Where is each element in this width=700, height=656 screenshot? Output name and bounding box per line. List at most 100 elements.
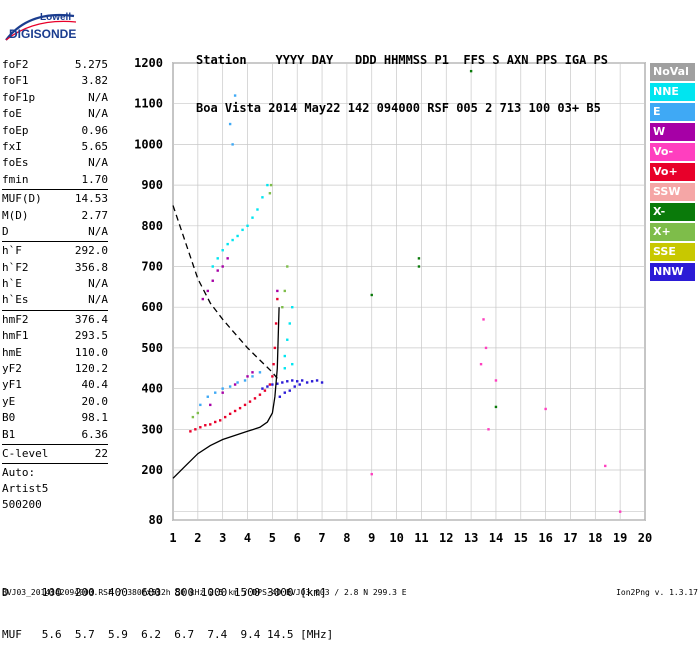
legend-item: SSE xyxy=(650,242,695,262)
val-ddd: 142 xyxy=(347,101,370,115)
param-name: foF2 xyxy=(2,58,29,71)
data-point xyxy=(544,407,547,411)
data-point xyxy=(286,380,289,383)
param-row-clevel: C-level 22 xyxy=(2,446,108,462)
param-row: yE 20.0 xyxy=(2,394,108,410)
scaled-parameters-panel: foF2 5.275 foF1 3.82 foF1p N/A foE N/A foEp 0.96 f… xyxy=(2,57,108,513)
param-row: hmF1 293.5 xyxy=(2,328,108,344)
data-point xyxy=(261,387,264,390)
param-name: yF1 xyxy=(2,378,22,392)
data-point xyxy=(276,382,279,385)
header-labels: Station YYYY DAY DDD HHMMSS P1 FFS S AXN… xyxy=(196,52,608,68)
polarization-legend: NoVal NNE E W Vo- Vo+ SSW X- X+ SSE NNW xyxy=(650,63,695,283)
data-point xyxy=(253,397,257,400)
header-values: Boa Vista 2014 May22 142 094000 RSF 005 … xyxy=(196,100,608,116)
muf-f-cell: 7.4 xyxy=(207,628,228,641)
param-name: h`E xyxy=(2,277,22,291)
muf-d-cell: 3000 xyxy=(267,586,294,599)
y-tick-label: 1200 xyxy=(134,56,163,70)
data-point xyxy=(288,322,291,325)
legend-item: Vo+ xyxy=(650,162,695,182)
x-tick-label: 13 xyxy=(464,531,478,545)
muf-d-cell: 1000 xyxy=(200,586,228,599)
param-row: foF1p N/A xyxy=(2,90,108,106)
hdr-yyyyday: YYYY DAY xyxy=(275,53,334,67)
y-tick-label: 1100 xyxy=(134,97,163,111)
y-tick-label: 400 xyxy=(141,382,163,396)
data-point xyxy=(320,381,324,384)
data-point xyxy=(216,257,219,260)
param-name: foEs xyxy=(2,156,29,170)
muf-f-cell: 9.4 xyxy=(240,628,261,641)
y-tick-label: 200 xyxy=(141,463,163,477)
param-value: 120.2 xyxy=(74,362,108,376)
hdr-ps: PS xyxy=(593,53,608,67)
data-point xyxy=(286,338,289,341)
data-point xyxy=(271,375,274,378)
data-point xyxy=(226,242,229,246)
y-tick-label: 1000 xyxy=(134,137,163,151)
data-point xyxy=(211,279,214,282)
logo-line1: Lowell xyxy=(40,12,72,23)
data-point xyxy=(214,391,217,394)
data-point xyxy=(484,346,488,350)
x-tick-label: 5 xyxy=(269,531,276,545)
param-row: B0 98.1 xyxy=(2,410,108,426)
param-value: 14.53 xyxy=(74,192,108,206)
x-tick-label: 10 xyxy=(389,531,403,545)
muf-unit-mhz: [MHz] xyxy=(300,628,334,641)
data-point xyxy=(283,391,286,394)
muf-d-cell: 100 xyxy=(41,586,62,599)
data-point xyxy=(291,379,294,382)
val-ffs: 005 xyxy=(456,101,478,115)
legend-item: NoVal xyxy=(650,63,695,82)
lowell-digisonde-logo: Lowell DIGISONDE xyxy=(4,10,79,48)
param-divider xyxy=(2,463,108,465)
data-point xyxy=(258,371,262,374)
param-value: N/A xyxy=(88,293,108,307)
data-point xyxy=(228,122,232,126)
x-tick-label: 14 xyxy=(489,531,503,545)
data-point xyxy=(236,234,239,238)
ionogram-chart: 1 2 3 4 5 6 7 8 9 10 11 12 13 14 15 16 17 18 19 20802003004… xyxy=(134,56,652,545)
legend-item: NNW xyxy=(650,262,695,282)
data-point xyxy=(214,420,217,424)
hdr-axn: AXN xyxy=(506,53,529,67)
data-point xyxy=(216,269,219,272)
param-row: foEp 0.96 xyxy=(2,123,108,139)
param-name: h`F xyxy=(2,244,22,258)
data-point xyxy=(417,257,421,260)
data-point xyxy=(618,510,622,513)
val-axn: 713 xyxy=(499,101,522,115)
param-name: fxI xyxy=(2,139,22,153)
val-station: Boa Vista xyxy=(196,101,262,115)
muf-d-cell: 800 xyxy=(174,586,195,599)
file-info-footer: BVJ03_2014142094000.RSF / 380fx512h 50 k… xyxy=(2,588,698,597)
param-row: foEs N/A xyxy=(2,155,108,171)
param-name: fmin xyxy=(2,172,29,186)
data-point xyxy=(251,371,254,374)
data-point xyxy=(251,375,254,378)
data-point xyxy=(201,297,205,301)
data-point xyxy=(266,183,269,187)
param-name: yE xyxy=(2,394,16,408)
param-name: h`F2 xyxy=(2,260,29,274)
data-point xyxy=(469,69,473,73)
param-row: B1 6.36 xyxy=(2,427,108,443)
param-name: MUF(D) xyxy=(2,192,42,206)
param-divider xyxy=(2,443,108,445)
legend-item: Vo- xyxy=(650,142,695,162)
x-tick-label: 12 xyxy=(439,531,453,545)
data-point xyxy=(479,362,483,366)
param-group-profile: hmF2 376.4 hmF1 293.5 hmE 110.0 yF2 120.2 yF1 40.… xyxy=(2,312,108,443)
muf-d-cell: 600 xyxy=(141,586,161,599)
data-point xyxy=(274,322,278,325)
data-point xyxy=(241,228,244,232)
data-point xyxy=(288,389,291,392)
param-name: B0 xyxy=(2,411,16,425)
param-value: N/A xyxy=(88,156,108,170)
param-group-muf: MUF(D) 14.53 M(D) 2.77 D N/A xyxy=(2,191,108,240)
param-value: 376.4 xyxy=(74,312,108,326)
val-hhmmss: 094000 xyxy=(376,101,421,115)
data-point xyxy=(233,94,237,97)
